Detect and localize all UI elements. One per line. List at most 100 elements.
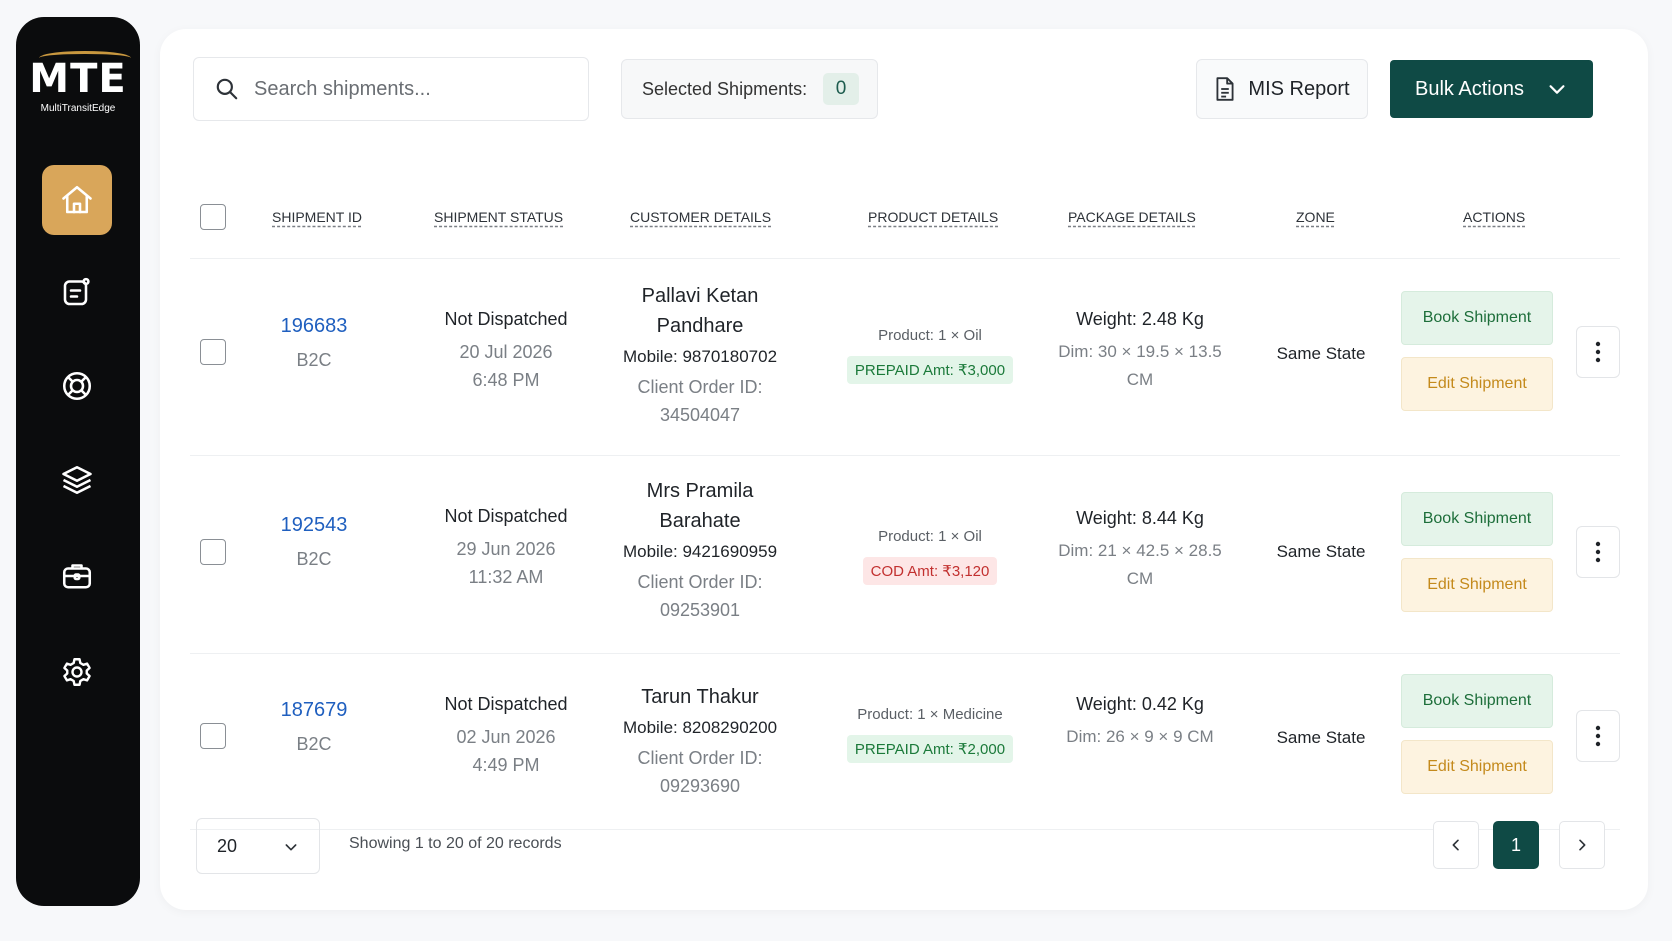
header-zone[interactable]: ZONE — [1296, 209, 1335, 225]
book-shipment-button[interactable]: Book Shipment — [1401, 291, 1553, 345]
edit-shipment-button[interactable]: Edit Shipment — [1401, 558, 1553, 612]
customer-name: Mrs Pramila Barahate — [646, 480, 754, 532]
shipment-id-link[interactable]: 196683 — [280, 315, 348, 337]
business-type: B2C — [296, 734, 332, 754]
search-box[interactable] — [193, 57, 589, 121]
client-order-label: Client Order ID: — [637, 377, 763, 397]
table-row: 196683 B2C Not Dispatched 20 Jul 2026 6:4… — [190, 259, 1620, 456]
client-order-id: 09293690 — [659, 776, 741, 796]
settings-icon — [63, 658, 91, 686]
selected-count-badge: 0 — [823, 73, 860, 105]
header-actions[interactable]: ACTIONS — [1463, 209, 1526, 225]
shipment-id-link[interactable]: 187679 — [280, 699, 348, 721]
search-input[interactable] — [254, 77, 574, 101]
page-size-value: 20 — [217, 835, 238, 856]
prev-page-button[interactable] — [1433, 821, 1479, 869]
payment-badge: PREPAID Amt: ₹3,000 — [846, 356, 1014, 384]
status-time: 4:49 PM — [472, 755, 540, 775]
header-customer-details[interactable]: CUSTOMER DETAILS — [630, 209, 772, 225]
header-shipment-id[interactable]: SHIPMENT ID — [272, 209, 362, 225]
business-type: B2C — [296, 350, 332, 370]
page-size-select[interactable]: 20 — [196, 818, 320, 874]
status-time: 11:32 AM — [468, 567, 544, 587]
selected-shipments: Selected Shipments: 0 — [621, 59, 878, 119]
header-shipment-status[interactable]: SHIPMENT STATUS — [434, 209, 564, 225]
edit-shipment-button[interactable]: Edit Shipment — [1401, 740, 1553, 794]
bulk-actions-button[interactable]: Bulk Actions — [1390, 60, 1593, 118]
package-weight: Weight: 0.42 Kg — [1076, 694, 1204, 714]
sidebar: MTE MultiTransitEdge — [16, 17, 140, 906]
row-checkbox[interactable] — [200, 723, 226, 749]
row-checkbox[interactable] — [200, 539, 226, 565]
header-package-details[interactable]: PACKAGE DETAILS — [1068, 209, 1196, 225]
customer-mobile: Mobile: 9421690959 — [622, 542, 778, 561]
client-order-id: 09253901 — [659, 600, 741, 620]
package-weight: Weight: 8.44 Kg — [1076, 508, 1204, 528]
main-panel: Selected Shipments: 0 MIS Report Bulk Ac… — [160, 29, 1648, 910]
brand-logo: MTE MultiTransitEdge — [16, 51, 140, 114]
product-details: Product: 1 × Oil — [878, 327, 982, 344]
sidebar-item-briefcase[interactable] — [42, 541, 112, 611]
table-row: 187679 B2C Not Dispatched 02 Jun 2026 4:4… — [190, 654, 1620, 830]
chevron-down-icon — [1549, 85, 1565, 94]
customer-mobile: Mobile: 9870180702 — [622, 347, 778, 366]
row-more-button[interactable] — [1576, 526, 1620, 578]
package-dimensions: Dim: 21 × 42.5 × 28.5 CM — [1058, 541, 1222, 588]
sidebar-item-orders[interactable] — [42, 257, 112, 327]
chevron-right-icon — [1579, 839, 1586, 851]
more-vertical-icon — [1595, 541, 1601, 563]
shipment-status: Not Dispatched — [444, 506, 568, 526]
home-icon — [62, 185, 92, 214]
book-shipment-button[interactable]: Book Shipment — [1401, 674, 1553, 728]
sidebar-item-layers[interactable] — [42, 445, 112, 515]
client-order-id: 34504047 — [659, 405, 741, 425]
orders-icon — [63, 277, 90, 306]
briefcase-icon — [62, 564, 92, 589]
business-type: B2C — [296, 549, 332, 569]
table-row: 192543 B2C Not Dispatched 29 Jun 2026 11:… — [190, 456, 1620, 654]
select-all-checkbox[interactable] — [200, 204, 226, 230]
support-icon — [62, 371, 92, 401]
payment-badge: COD Amt: ₹3,120 — [862, 557, 998, 585]
sidebar-item-settings[interactable] — [42, 637, 112, 707]
customer-name: Tarun Thakur — [641, 686, 759, 708]
shipment-status: Not Dispatched — [444, 694, 568, 714]
zone-label: Same State — [1276, 728, 1366, 747]
client-order-label: Client Order ID: — [637, 572, 763, 592]
chevron-down-icon — [285, 844, 297, 851]
records-summary: Showing 1 to 20 of 20 records — [349, 835, 562, 852]
row-more-button[interactable] — [1576, 710, 1620, 762]
sidebar-item-home[interactable] — [42, 165, 112, 235]
page-1-button[interactable]: 1 — [1493, 821, 1539, 869]
status-date: 29 Jun 2026 — [456, 539, 556, 559]
chevron-left-icon — [1452, 839, 1459, 851]
product-details: Product: 1 × Oil — [878, 528, 982, 545]
customer-mobile: Mobile: 8208290200 — [622, 718, 778, 737]
layers-icon — [62, 465, 92, 495]
table-header: SHIPMENT ID SHIPMENT STATUS CUSTOMER DET… — [190, 169, 1620, 259]
payment-badge: PREPAID Amt: ₹2,000 — [846, 735, 1014, 763]
mis-report-button[interactable]: MIS Report — [1196, 59, 1368, 119]
product-details: Product: 1 × Medicine — [857, 706, 1003, 723]
mis-report-label: MIS Report — [1248, 77, 1350, 100]
edit-shipment-button[interactable]: Edit Shipment — [1401, 357, 1553, 411]
book-shipment-button[interactable]: Book Shipment — [1401, 492, 1553, 546]
status-time: 6:48 PM — [472, 370, 540, 390]
shipment-id-link[interactable]: 192543 — [280, 514, 348, 536]
status-date: 20 Jul 2026 — [459, 342, 553, 362]
shipment-status: Not Dispatched — [444, 309, 568, 329]
customer-name: Pallavi Ketan Pandhare — [641, 285, 759, 337]
status-date: 02 Jun 2026 — [456, 727, 556, 747]
more-vertical-icon — [1595, 341, 1601, 363]
row-checkbox[interactable] — [200, 339, 226, 365]
package-dimensions: Dim: 26 × 9 × 9 CM — [1066, 727, 1214, 746]
row-more-button[interactable] — [1576, 326, 1620, 378]
next-page-button[interactable] — [1559, 821, 1605, 869]
search-icon — [216, 78, 238, 100]
more-vertical-icon — [1595, 725, 1601, 747]
selected-label: Selected Shipments: — [642, 78, 808, 99]
header-product-details[interactable]: PRODUCT DETAILS — [868, 209, 999, 225]
sidebar-item-support[interactable] — [42, 351, 112, 421]
package-weight: Weight: 2.48 Kg — [1076, 309, 1204, 329]
zone-label: Same State — [1276, 344, 1366, 363]
